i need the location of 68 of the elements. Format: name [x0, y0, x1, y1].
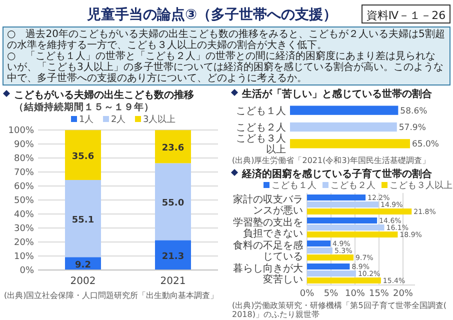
y-tick-label: 100%: [8, 126, 34, 136]
y-tick-label: 食料の不足を感じている: [233, 240, 303, 262]
bar: [307, 232, 398, 238]
data-label: 65.0%: [412, 140, 440, 150]
data-label: 21.3: [162, 252, 184, 262]
bar: [65, 130, 101, 180]
bar: [307, 248, 332, 254]
bar: [307, 270, 356, 276]
text: (出典)国立社会保障・人口問題研究所「出生動向基本調査」: [4, 291, 218, 300]
x-tick-label: 2002: [70, 276, 96, 287]
data-label: 58.6%: [400, 106, 428, 116]
data-label: 55.0: [162, 198, 184, 209]
x-tick-label: 20%: [392, 289, 414, 299]
y-tick-label: 家計の収支バランスが悪い: [233, 194, 303, 216]
data-label: 55.1: [72, 216, 94, 226]
chart-subtitle: （結婚持続期間１５～１９年）: [14, 101, 154, 113]
y-tick-label: 30%: [14, 224, 34, 234]
bar: [155, 130, 191, 164]
x-tick-label: 15%: [368, 289, 390, 299]
bar: [307, 208, 412, 214]
y-tick-label: 学習塾の支出を負担できない: [233, 216, 303, 240]
legend-label: 3人以上: [143, 114, 176, 125]
x-tick-label: 5%: [324, 289, 339, 299]
data-label: 35.6: [72, 152, 94, 162]
legend-label: こども３人以上: [390, 180, 452, 191]
y-tick-label: 10%: [14, 252, 34, 262]
text: ○ 「こども１人」の世帯と「こども２人」の世帯との間に経済的困窮度にあまり差は見られないが、「こども3人以上」の多子世帯については経済的困窮を感じている割合が高い。このような中で、多子世帯への支援のあり方について、どのように考えるか。: [7, 50, 444, 84]
bar: [307, 254, 354, 260]
y-tick-label: 0%: [20, 266, 34, 276]
data-label: 57.9%: [398, 123, 426, 134]
y-tick-label: 40%: [14, 210, 34, 220]
chart-title: 経済的困窮を感じている子育て世帯の割合: [241, 168, 433, 180]
y-tick-label: 暮らし向きが大変苦しい: [233, 262, 303, 286]
x-tick-label: 0%: [300, 289, 315, 299]
text: (出典)労働政策研究・研修機構「第5回子育て世帯全国調査(2018)」のふたり親世帯: [232, 301, 446, 319]
bar: [307, 240, 331, 246]
x-tick-label: 10%: [344, 289, 366, 299]
bar: [307, 218, 378, 224]
x-tick-label: 2021: [160, 276, 186, 287]
y-tick-label: 70%: [14, 168, 34, 178]
bar: [155, 240, 191, 270]
y-tick-label: こども２人: [236, 122, 286, 134]
bar: [307, 264, 350, 270]
y-tick-label: こども３人以上: [236, 134, 286, 156]
legend-label: こども１人: [272, 180, 316, 191]
bar: [307, 194, 366, 200]
y-tick-label: 60%: [14, 182, 34, 192]
data-label: 9.2: [75, 260, 91, 271]
chart-title: 生活が「苦しい」と感じている世帯の割合: [241, 88, 433, 100]
text: (出典)厚生労働省「2021(令和3)年国民生活基礎調査」: [232, 156, 430, 165]
y-tick-label: こども１人: [236, 106, 286, 117]
y-tick-label: 20%: [14, 238, 34, 248]
y-tick-label: 80%: [14, 154, 34, 164]
legend-label: 2人: [111, 114, 126, 125]
bar: [307, 278, 381, 284]
bar: [65, 180, 101, 258]
bar: [155, 163, 191, 240]
text: ○ 過去20年のこどもがいる夫婦の出生こども数の推移をみると、こどもが２人いる夫婦は5割超の水準を維持する一方で、こども３人以上の夫婦の割合が大きく低下。: [7, 28, 445, 51]
legend-label: こども２人: [330, 180, 376, 191]
y-tick-label: 90%: [14, 140, 34, 150]
bar: [307, 224, 384, 230]
legend-label: 1人: [79, 114, 94, 125]
chart-title: こどもがいる夫婦の出生こども数の推移: [14, 89, 194, 101]
text: 資料Ⅳ－１－26: [366, 9, 446, 22]
y-tick-label: 50%: [14, 196, 34, 206]
bar: [307, 202, 379, 208]
data-label: 23.6: [162, 144, 184, 154]
text: 児童手当の論点③（多子世帯への支援）: [86, 6, 337, 23]
